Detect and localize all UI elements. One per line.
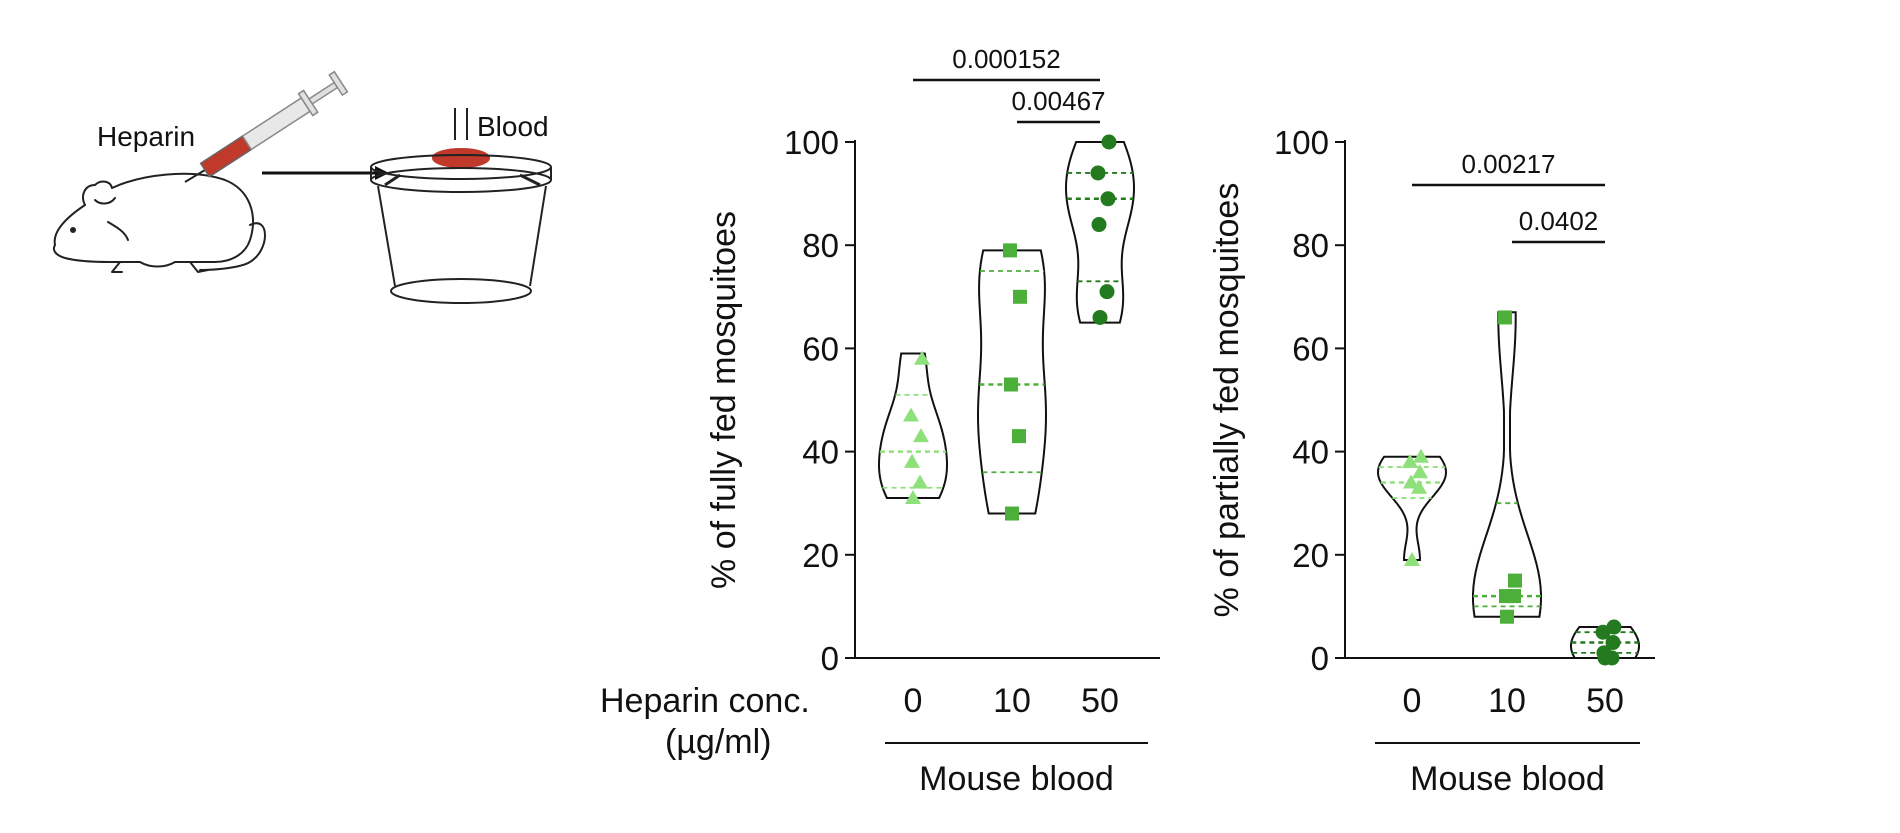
y-tick-label: 60 — [1292, 330, 1329, 367]
y-tick-label: 20 — [1292, 537, 1329, 574]
data-point — [1403, 474, 1419, 489]
data-point — [903, 407, 919, 422]
data-point — [905, 490, 921, 505]
data-point — [1508, 573, 1522, 588]
violin-10 — [1471, 311, 1543, 618]
p-value-label: 0.000152 — [952, 44, 1060, 74]
arrow-icon — [262, 166, 389, 180]
x-axis-label: Mouse blood — [1410, 760, 1605, 798]
data-point — [1090, 165, 1106, 181]
data-point — [1013, 289, 1027, 304]
heparin-unit-label: (µg/ml) — [665, 723, 771, 761]
data-point — [1101, 134, 1117, 150]
data-point — [1596, 645, 1612, 661]
data-point — [1004, 377, 1018, 392]
y-tick-label: 100 — [784, 124, 839, 161]
chart-fully-fed: 0 20 40 60 80 100 % of fully fed mosquitoes 0 10… — [705, 44, 1160, 798]
mouse-icon — [52, 172, 266, 273]
data-point — [1411, 479, 1427, 494]
heparin-label: Heparin — [97, 121, 195, 152]
p-value-label: 0.00467 — [1012, 86, 1106, 116]
p-value-label: 0.0402 — [1519, 206, 1599, 236]
feeder-cup-icon — [370, 108, 552, 304]
blood-label: Blood — [477, 111, 549, 142]
x-tick-label: 10 — [1488, 682, 1526, 720]
data-point — [1605, 635, 1621, 651]
y-tick-label: 60 — [802, 330, 839, 367]
x-tick-label: 50 — [1081, 682, 1119, 720]
data-point — [1003, 243, 1017, 258]
syringe-icon — [184, 70, 349, 183]
x-tick-label: 50 — [1586, 682, 1624, 720]
data-point — [912, 474, 928, 489]
data-point — [1500, 609, 1514, 624]
data-point — [1100, 191, 1116, 207]
y-tick-label: 100 — [1274, 124, 1329, 161]
data-point — [904, 453, 920, 468]
data-point — [1099, 284, 1115, 300]
violin-50 — [1064, 141, 1136, 324]
y-tick-label: 0 — [1311, 640, 1329, 677]
x-tick-label: 0 — [1403, 682, 1422, 720]
data-point — [1498, 310, 1512, 325]
x-tick-label: 0 — [904, 682, 923, 720]
data-point — [1412, 464, 1428, 479]
data-point — [1005, 506, 1019, 521]
data-point — [1012, 429, 1026, 444]
data-point — [914, 350, 930, 365]
y-axis-label: % of partially fed mosquitoes — [1208, 183, 1246, 618]
data-point — [1499, 589, 1513, 604]
violin-0 — [877, 352, 949, 500]
heparin-conc-label: Heparin conc. — [600, 682, 810, 720]
data-point — [1092, 309, 1108, 325]
data-point — [1091, 217, 1107, 233]
data-point — [1404, 551, 1420, 566]
x-tick-label: 10 — [993, 682, 1031, 720]
data-point — [1413, 448, 1429, 463]
y-tick-label: 40 — [1292, 434, 1329, 471]
y-tick-label: 80 — [802, 227, 839, 264]
y-tick-label: 0 — [821, 640, 839, 677]
data-point — [913, 428, 929, 443]
x-axis-label: Mouse blood — [919, 760, 1114, 798]
violin-50 — [1570, 626, 1640, 659]
data-point — [1606, 619, 1622, 635]
y-tick-label: 80 — [1292, 227, 1329, 264]
y-tick-label: 40 — [802, 434, 839, 471]
violin-10 — [976, 249, 1048, 515]
y-tick-label: 20 — [802, 537, 839, 574]
p-value-label: 0.00217 — [1462, 149, 1556, 179]
data-point — [1402, 453, 1418, 468]
y-axis-label: % of fully fed mosquitoes — [705, 211, 743, 589]
violin-0 — [1376, 455, 1448, 561]
